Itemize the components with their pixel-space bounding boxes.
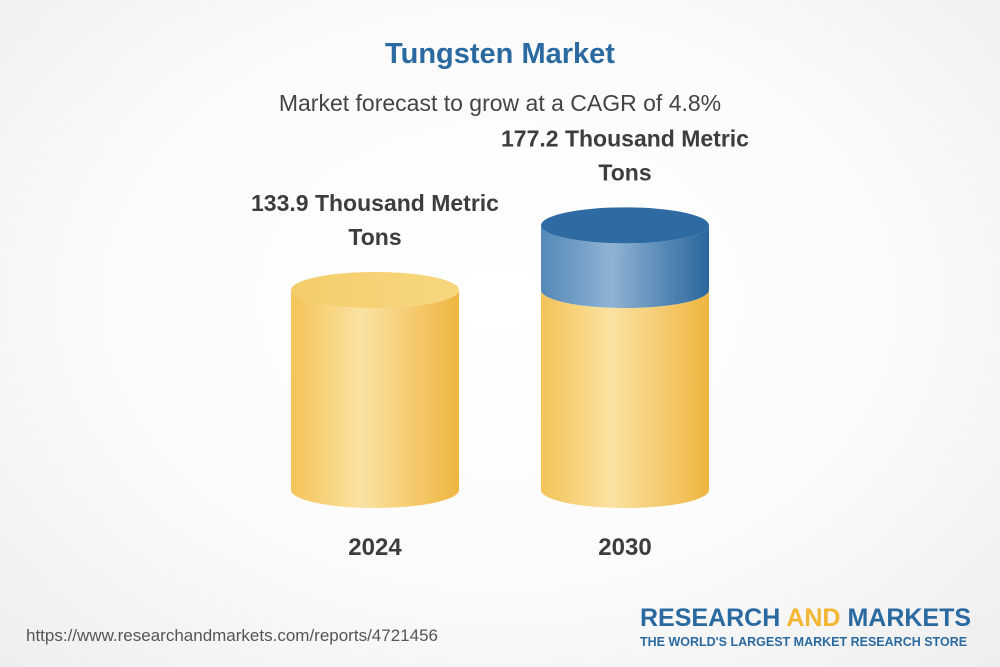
brand-tagline: THE WORLD'S LARGEST MARKET RESEARCH STOR… [640,635,968,649]
brand-name-part3: MARKETS [840,604,972,632]
source-url[interactable]: https://www.researchandmarkets.com/repor… [26,626,438,645]
value-label-2024-line1: 133.9 Thousand Metric [251,190,499,216]
bar-2030-top [541,207,709,244]
bar-2030-growth [541,225,709,308]
category-label-2024: 2024 [348,534,402,561]
chart-title: Tungsten Market [385,38,615,70]
value-label-2024-line2: Tons [348,224,401,250]
brand-logo: RESEARCH AND MARKETS THE WORLD'S LARGEST… [640,604,980,649]
category-label-2030: 2030 [598,534,651,561]
bar-2024-top [291,272,459,308]
brand-name-accent: AND [786,604,841,632]
brand-name-part1: RESEARCH [640,604,787,632]
bar-2024-base [291,290,459,508]
chart-subtitle: Market forecast to grow at a CAGR of 4.8… [278,90,722,116]
bar-2030-base [541,290,709,508]
value-label-2030-line1: 177.2 Thousand Metric [501,125,749,151]
value-label-2030-line2: Tons [598,159,651,185]
brand-name: RESEARCH AND MARKETS [640,604,980,633]
